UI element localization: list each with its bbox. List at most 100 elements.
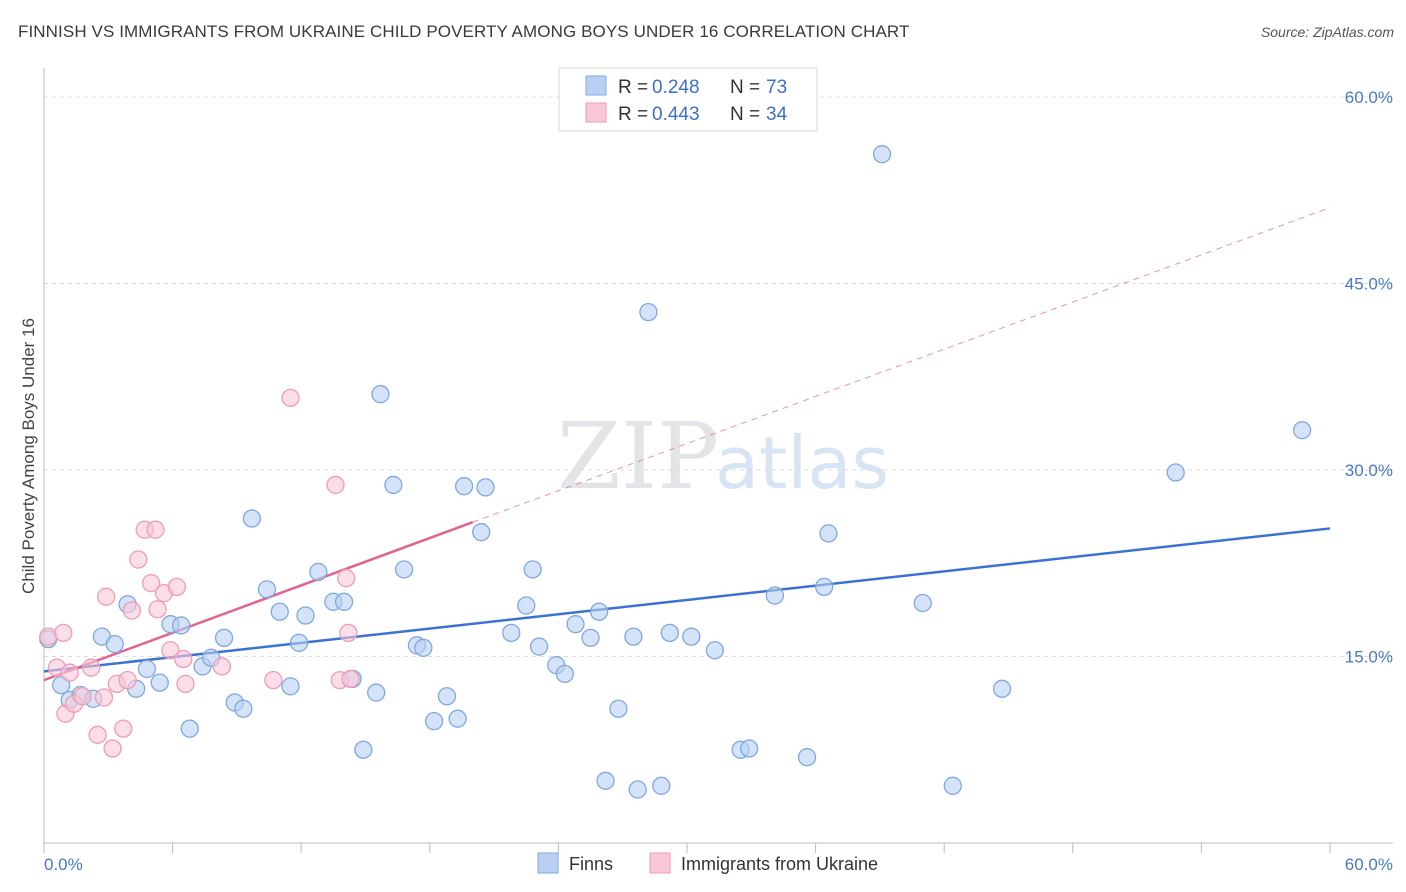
finns-point-69 xyxy=(992,679,1012,698)
finns-point-36 xyxy=(424,712,444,731)
legend-swatch-ukraine xyxy=(585,102,607,123)
finns-point-58 xyxy=(682,627,701,646)
y-tick-labels: 15.0% 30.0% 45.0% 60.0% xyxy=(1345,88,1393,667)
finns-point-67 xyxy=(913,593,932,613)
ukraine-point-7 xyxy=(82,658,101,677)
trend-lines xyxy=(43,207,1331,682)
trend-line-1 xyxy=(43,521,474,682)
ukraine-point-13 xyxy=(114,719,133,738)
bottom-legend: Finns Immigrants from Ukraine xyxy=(537,852,878,874)
ukraine-point-6 xyxy=(73,687,92,706)
finns-point-61 xyxy=(740,739,759,758)
watermark-atlas: atlas xyxy=(715,421,889,505)
finns-point-10 xyxy=(150,673,169,692)
finns-point-51 xyxy=(596,771,615,790)
legend-r-value-finns: 0.248 xyxy=(652,77,700,98)
finns-point-27 xyxy=(334,592,354,611)
finns-point-53 xyxy=(624,627,643,646)
finns-point-22 xyxy=(281,677,300,696)
y-tick-label-0: 15.0% xyxy=(1345,648,1393,667)
bottom-legend-finns: Finns xyxy=(569,854,613,874)
x-tick-labels: 0.0% 60.0% xyxy=(44,855,1393,874)
finns-point-65 xyxy=(819,524,838,543)
finns-point-64 xyxy=(815,577,834,597)
finns-point-38 xyxy=(448,709,467,728)
finns-point-59 xyxy=(705,641,725,660)
trend-line-extension-1 xyxy=(472,207,1331,523)
ukraine-point-25 xyxy=(176,674,195,694)
finns-point-32 xyxy=(384,475,403,495)
finns-point-66 xyxy=(872,145,892,164)
x-tick-min: 0.0% xyxy=(44,855,83,874)
data-points xyxy=(39,145,1312,799)
axes xyxy=(43,68,1393,853)
finns-point-71 xyxy=(1292,421,1312,440)
source-label: Source: ZipAtlas.com xyxy=(1260,24,1394,40)
ukraine-point-23 xyxy=(167,577,187,597)
finns-point-18 xyxy=(234,699,253,718)
ukraine-point-4 xyxy=(60,663,79,682)
finns-point-19 xyxy=(242,509,262,528)
finns-point-30 xyxy=(367,683,386,702)
finns-point-33 xyxy=(394,560,414,579)
finns-point-55 xyxy=(639,302,658,322)
legend-n-value-finns: 73 xyxy=(766,77,787,98)
finns-point-35 xyxy=(414,638,433,657)
trend-line-0 xyxy=(43,527,1331,673)
ukraine-point-14 xyxy=(118,670,137,690)
finns-point-20 xyxy=(257,580,277,599)
ukraine-point-32 xyxy=(339,623,358,643)
finns-point-48 xyxy=(566,615,585,634)
finns-point-40 xyxy=(472,523,491,542)
ukraine-point-31 xyxy=(337,569,356,588)
finns-point-6 xyxy=(105,634,124,654)
legend: R = 0.248 N = 73 R = 0.443 N = 34 xyxy=(558,67,818,132)
finns-point-70 xyxy=(1166,463,1185,482)
legend-n-value-ukraine: 34 xyxy=(766,104,788,125)
y-tick-label-1: 30.0% xyxy=(1345,461,1393,480)
finns-point-57 xyxy=(660,623,680,643)
finns-point-41 xyxy=(476,478,495,497)
finns-point-13 xyxy=(180,719,199,738)
finns-point-47 xyxy=(555,664,574,684)
grid-lines xyxy=(44,96,1393,657)
finns-point-16 xyxy=(214,628,234,647)
finns-point-50 xyxy=(589,602,609,621)
finns-point-52 xyxy=(609,699,628,718)
y-tick-label-3: 60.0% xyxy=(1345,88,1393,107)
ukraine-point-16 xyxy=(129,550,148,569)
ukraine-point-2 xyxy=(54,623,73,643)
chart-title: FINNISH VS IMMIGRANTS FROM UKRAINE CHILD… xyxy=(18,22,910,41)
finns-point-1 xyxy=(51,675,71,695)
finns-point-39 xyxy=(454,477,474,496)
legend-r-value-ukraine: 0.443 xyxy=(652,104,700,125)
watermark: ZIP atlas xyxy=(557,403,889,510)
finns-point-29 xyxy=(354,740,373,759)
finns-point-12 xyxy=(172,616,191,635)
finns-point-37 xyxy=(437,687,457,706)
finns-point-63 xyxy=(797,748,817,767)
finns-point-23 xyxy=(289,633,309,652)
y-axis-label: Child Poverty Among Boys Under 16 xyxy=(19,318,38,594)
watermark-zip: ZIP xyxy=(557,403,719,510)
legend-r-label-finns: R = xyxy=(618,77,648,98)
ukraine-point-10 xyxy=(97,587,116,606)
finns-point-24 xyxy=(296,606,315,625)
finns-point-68 xyxy=(943,776,962,795)
ukraine-point-22 xyxy=(161,641,180,660)
bottom-legend-ukraine: Immigrants from Ukraine xyxy=(681,854,878,874)
ukraine-point-24 xyxy=(174,649,193,669)
ukraine-point-20 xyxy=(148,600,167,619)
finns-point-62 xyxy=(765,586,785,605)
ukraine-point-28 xyxy=(281,388,300,408)
finns-point-56 xyxy=(652,776,671,795)
finns-point-44 xyxy=(523,560,542,579)
ukraine-point-0 xyxy=(39,627,58,646)
ukraine-point-26 xyxy=(212,657,232,676)
finns-point-49 xyxy=(581,628,600,647)
y-tick-label-2: 45.0% xyxy=(1345,275,1393,294)
ukraine-point-8 xyxy=(88,725,107,744)
bottom-legend-swatch-ukraine xyxy=(649,852,671,874)
finns-point-25 xyxy=(309,562,328,582)
